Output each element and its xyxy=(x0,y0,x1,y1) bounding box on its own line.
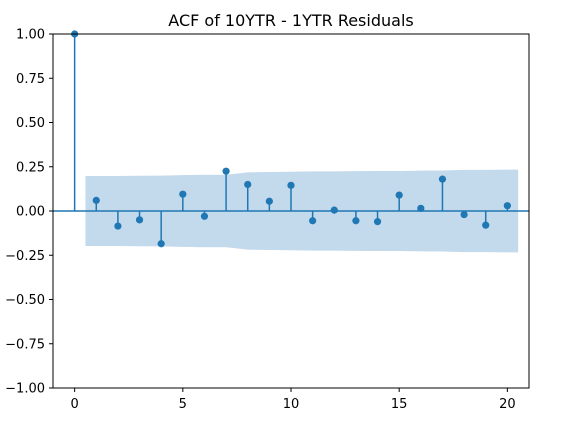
acf-marker-lag-3 xyxy=(135,216,144,224)
acf-marker-lag-1 xyxy=(92,196,100,204)
chart-title: ACF of 10YTR - 1YTR Residuals xyxy=(168,11,413,30)
acf-marker-lag-4 xyxy=(157,240,165,248)
acf-marker-lag-10 xyxy=(287,181,295,189)
acf-marker-lag-13 xyxy=(352,217,360,225)
y-tick-label: 0.50 xyxy=(16,116,45,131)
acf-marker-lag-18 xyxy=(460,210,468,219)
y-tick-label: −1.00 xyxy=(5,382,45,397)
acf-marker-lag-6 xyxy=(200,212,209,220)
acf-marker-lag-2 xyxy=(114,222,122,230)
acf-marker-lag-16 xyxy=(417,204,425,212)
x-tick-label: 15 xyxy=(391,397,408,412)
x-tick-label: 5 xyxy=(179,397,187,412)
acf-marker-lag-14 xyxy=(373,218,382,226)
x-tick-label: 20 xyxy=(499,397,516,412)
y-tick-label: 1.00 xyxy=(16,28,45,43)
acf-marker-lag-12 xyxy=(330,206,338,214)
acf-marker-lag-19 xyxy=(482,221,490,229)
y-tick-label: 0.00 xyxy=(16,205,45,220)
acf-marker-lag-15 xyxy=(395,191,403,199)
x-tick-label: 10 xyxy=(283,397,300,412)
y-tick-label: −0.50 xyxy=(5,293,45,308)
acf-marker-lag-9 xyxy=(265,197,273,205)
acf-marker-lag-5 xyxy=(179,190,187,198)
acf-marker-lag-20 xyxy=(503,202,511,210)
y-tick-label: −0.75 xyxy=(5,337,45,352)
y-tick-label: 0.25 xyxy=(16,160,45,175)
acf-marker-lag-11 xyxy=(309,217,317,225)
acf-marker-lag-7 xyxy=(222,167,230,175)
y-tick-label: 0.75 xyxy=(16,72,45,87)
acf-marker-lag-8 xyxy=(244,180,252,189)
acf-marker-lag-17 xyxy=(438,175,447,183)
x-tick-label: 0 xyxy=(70,397,78,412)
y-tick-label: −0.25 xyxy=(5,249,45,264)
